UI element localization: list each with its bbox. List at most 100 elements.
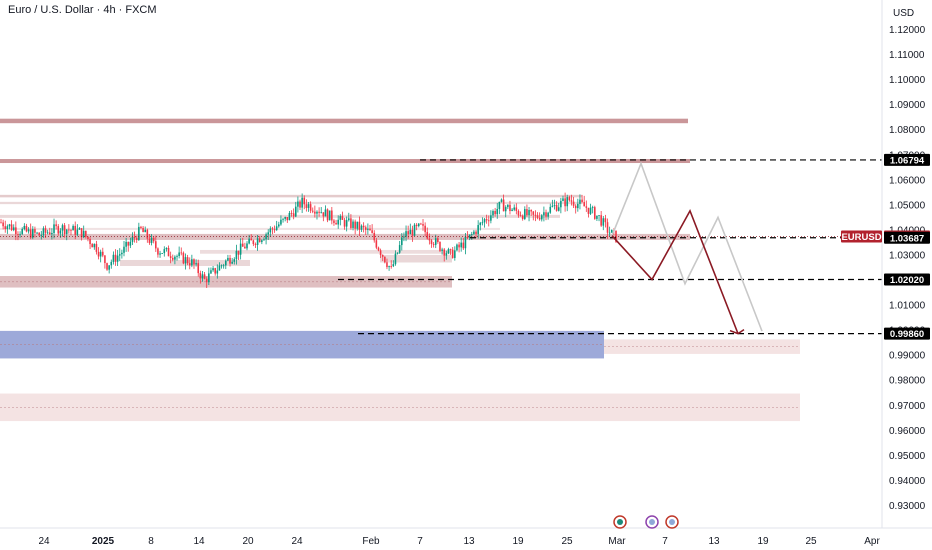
candle-body (350, 218, 352, 228)
candle-body (557, 207, 560, 211)
candle-body (517, 210, 520, 216)
candle-body (171, 257, 174, 260)
candle-body (479, 222, 482, 226)
candles-layer (0, 192, 617, 288)
candle-body (574, 205, 577, 209)
candle-body (411, 229, 414, 236)
time-tick-10: 25 (561, 536, 573, 547)
candle-body (589, 207, 592, 214)
candle-body (449, 249, 452, 250)
price-tick-9: 1.03000 (889, 250, 926, 261)
candle-body (12, 227, 15, 231)
candle-body (280, 219, 282, 225)
time-tick-14: 19 (757, 536, 769, 547)
candle-body (40, 235, 43, 236)
candle-body (46, 232, 49, 234)
candle-body (454, 250, 456, 258)
price-tick-17: 0.95000 (889, 451, 926, 462)
candle-body (290, 212, 293, 214)
candle-body (23, 225, 26, 229)
candle-body (208, 273, 210, 283)
candle-body (509, 204, 511, 211)
price-tag-label-4: 0.99860 (890, 329, 924, 340)
candle-body (388, 266, 390, 268)
candle-body (133, 237, 136, 239)
candle-body (70, 229, 72, 231)
candle-body (585, 206, 588, 208)
candle-body (405, 231, 407, 237)
chart-title: Euro / U.S. Dollar · 4h · FXCM (8, 4, 157, 16)
candle-body (294, 206, 297, 217)
projection-dark (611, 209, 739, 334)
candle-body (51, 233, 53, 235)
candle-body (256, 238, 259, 245)
candle-body (125, 241, 127, 247)
candle-body (275, 226, 278, 231)
candle-body (186, 257, 189, 264)
candle-body (545, 212, 547, 217)
candle-body (345, 220, 348, 227)
candle-body (430, 240, 433, 244)
candle-body (246, 243, 248, 249)
candle-body (570, 200, 573, 202)
time-tick-16: Apr (864, 536, 880, 547)
candle-body (379, 250, 382, 255)
candle-body (331, 210, 333, 221)
time-tick-4: 20 (242, 536, 254, 547)
candle-body (127, 241, 130, 246)
event-icon-dot-2 (669, 519, 675, 525)
price-tag-label-0: 1.06794 (890, 155, 925, 166)
candle-body (473, 231, 475, 235)
candle-body (367, 228, 369, 230)
zone-6 (0, 233, 690, 240)
candle-body (199, 273, 202, 279)
candle-body (237, 250, 240, 255)
price-tag-0 (884, 153, 930, 166)
price-tag-2 (884, 231, 930, 244)
candle-body (549, 206, 552, 213)
candle-body (401, 237, 403, 246)
candle-body (10, 224, 13, 231)
candle-body (44, 228, 47, 233)
candle-body (123, 246, 125, 253)
candle-body (341, 216, 344, 220)
candle-body (191, 259, 193, 266)
candle-body (178, 252, 180, 257)
candle-body (38, 232, 40, 236)
candle-body (201, 274, 204, 279)
candle-body (445, 253, 448, 256)
candle-body (311, 210, 314, 212)
zones-layer (0, 118, 800, 422)
candle-body (144, 229, 147, 233)
candle-body (496, 208, 499, 215)
candle-body (360, 225, 363, 230)
candle-body (261, 240, 263, 243)
zone-5 (0, 227, 500, 230)
candle-body (530, 210, 532, 212)
price-tick-6: 1.06000 (889, 175, 926, 186)
candle-body (184, 257, 187, 264)
symbol-tag (841, 230, 882, 243)
price-tick-4: 1.08000 (889, 125, 926, 136)
candle-body (0, 222, 2, 224)
candle-body (106, 263, 108, 270)
candle-body (104, 255, 106, 264)
candle-body (27, 229, 30, 232)
candle-body (68, 229, 70, 231)
candle-body (248, 238, 250, 244)
candle-body (4, 226, 7, 230)
price-tick-13: 0.99000 (889, 351, 926, 362)
candle-body (413, 224, 416, 236)
price-tick-7: 1.05000 (889, 200, 926, 211)
candle-body (371, 230, 373, 233)
candle-body (150, 237, 153, 243)
time-tick-13: 13 (708, 536, 720, 547)
candle-body (540, 215, 543, 220)
time-tick-1: 2025 (92, 536, 115, 547)
candle-body (536, 215, 539, 218)
candle-body (547, 212, 549, 217)
candle-body (534, 214, 537, 216)
candle-body (233, 259, 236, 262)
candle-body (377, 247, 380, 251)
